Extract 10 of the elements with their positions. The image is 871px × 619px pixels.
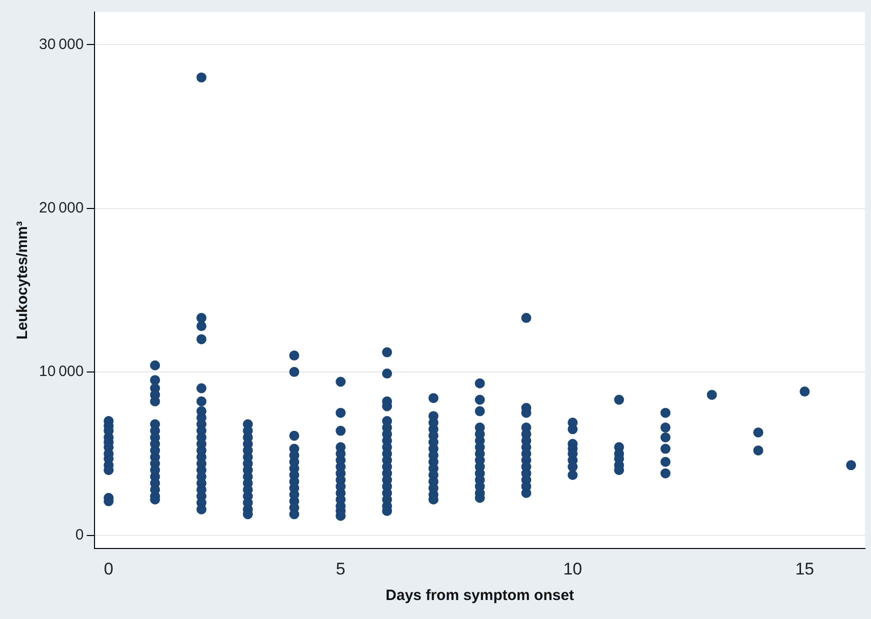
x-tick-label: 15 (795, 559, 814, 578)
y-tick-label: 30 000 (38, 36, 84, 53)
y-tick-label: 0 (75, 526, 84, 544)
y-tick-label: 20 000 (38, 199, 84, 216)
x-tick-label: 10 (563, 559, 582, 578)
y-axis-title: Leukocytes/mm³ (14, 221, 32, 340)
x-tick-label: 0 (104, 559, 114, 578)
x-axis-title: Days from symptom onset (386, 587, 574, 604)
y-tick-label: 10 000 (38, 363, 84, 380)
x-tick-label: 5 (336, 559, 346, 578)
